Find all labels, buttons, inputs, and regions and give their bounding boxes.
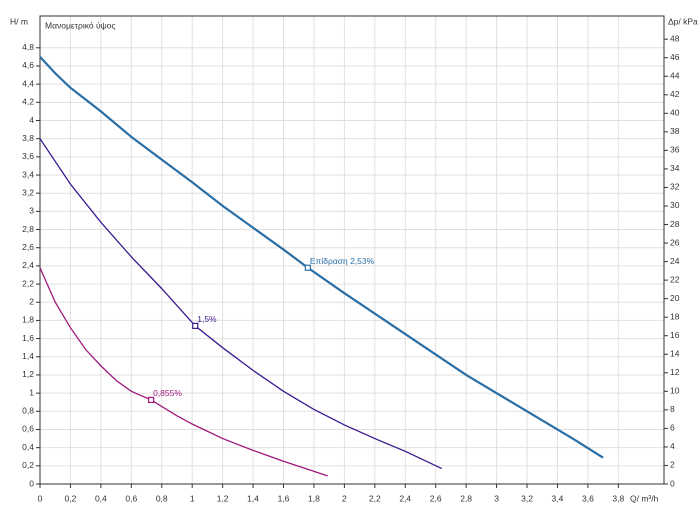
x-axis-label: Q/ m³/h — [630, 493, 659, 503]
point-label: 0,855% — [153, 388, 182, 398]
y2-tick-label: 26 — [670, 237, 680, 247]
y-tick-label: 4,6 — [22, 60, 34, 70]
curve — [39, 138, 443, 470]
x-tick-label: 1,4 — [247, 493, 259, 503]
y2-tick-label: 16 — [670, 330, 680, 340]
y-tick-label: 0 — [29, 478, 34, 488]
y-tick-label: 1 — [29, 387, 34, 397]
y2-tick-label: 24 — [670, 256, 680, 266]
curve — [39, 267, 328, 477]
y2-tick-label: 36 — [670, 145, 680, 155]
y-tick-label: 0,4 — [22, 442, 34, 452]
x-tick-label: 0 — [38, 493, 43, 503]
y2-tick-label: 8 — [670, 404, 675, 414]
y2-tick-label: 40 — [670, 108, 680, 118]
y2-tick-label: 48 — [670, 33, 680, 43]
x-tick-label: 0,4 — [95, 493, 107, 503]
y-tick-label: 2,4 — [22, 260, 34, 270]
operating-point — [304, 264, 311, 271]
y-tick-label: 3,6 — [22, 151, 34, 161]
x-tick-label: 2,2 — [369, 493, 381, 503]
y-tick-label: 3,2 — [22, 187, 34, 197]
x-tick-label: 3,8 — [612, 493, 624, 503]
operating-point — [192, 322, 199, 329]
chart-title: Μανομετρικό ύψος — [45, 20, 116, 30]
x-tick-label: 3,2 — [521, 493, 533, 503]
y-tick-label: 2 — [29, 297, 34, 307]
x-tick-label: 2 — [342, 493, 347, 503]
y-tick-label: 3 — [29, 206, 34, 216]
y2-tick-label: 4 — [670, 441, 675, 451]
y-tick-label: 4,4 — [22, 78, 34, 88]
y2-tick-label: 20 — [670, 293, 680, 303]
y-tick-label: 2,8 — [22, 224, 34, 234]
y-tick-label: 0,2 — [22, 460, 34, 470]
y-tick-label: 1,6 — [22, 333, 34, 343]
y-tick-label: 3,4 — [22, 169, 34, 179]
y2-tick-label: 2 — [670, 460, 675, 470]
curve — [39, 56, 604, 459]
x-tick-label: 1,8 — [308, 493, 320, 503]
point-label: Επίδραση 2,53% — [310, 256, 375, 266]
y2-tick-label: 44 — [670, 70, 680, 80]
y-tick-label: 1,8 — [22, 315, 34, 325]
y-tick-label: 2,6 — [22, 242, 34, 252]
y-tick-label: 3,8 — [22, 133, 34, 143]
y-axis-label: H/ m — [10, 16, 28, 26]
y2-tick-label: 28 — [670, 219, 680, 229]
y2-tick-label: 0 — [670, 478, 675, 488]
x-tick-label: 1,6 — [278, 493, 290, 503]
y-tick-label: 4 — [29, 115, 34, 125]
x-tick-label: 1,2 — [217, 493, 229, 503]
y-tick-label: 4,2 — [22, 97, 34, 107]
y-tick-label: 4,8 — [22, 42, 34, 52]
y2-tick-label: 30 — [670, 200, 680, 210]
x-tick-label: 3,6 — [582, 493, 594, 503]
y-tick-label: 0,8 — [22, 406, 34, 416]
x-tick-label: 2,8 — [460, 493, 472, 503]
point-label: 1,5% — [197, 314, 217, 324]
x-tick-label: 3,4 — [552, 493, 564, 503]
y2-tick-label: 18 — [670, 311, 680, 321]
x-tick-label: 0,2 — [65, 493, 77, 503]
operating-point — [148, 396, 155, 404]
y2-tick-label: 10 — [670, 386, 680, 396]
x-tick-label: 3 — [494, 493, 499, 503]
plot-frame — [39, 15, 665, 485]
x-tick-label: 0,6 — [125, 493, 137, 503]
y2-tick-label: 6 — [670, 423, 675, 433]
x-tick-label: 1 — [190, 493, 195, 503]
y2-tick-label: 46 — [670, 52, 680, 62]
y2-tick-label: 38 — [670, 126, 680, 136]
x-tick-label: 0,8 — [156, 493, 168, 503]
x-tick-label: 2,6 — [430, 493, 442, 503]
y2-tick-label: 14 — [670, 349, 680, 359]
y-tick-label: 0,6 — [22, 424, 34, 434]
y-tick-label: 1,4 — [22, 351, 34, 361]
y-tick-label: 1,2 — [22, 369, 34, 379]
y2-axis-label: Δp/ kPa — [668, 16, 698, 26]
x-tick-label: 2,4 — [399, 493, 411, 503]
y2-tick-label: 34 — [670, 163, 680, 173]
y2-tick-label: 32 — [670, 182, 680, 192]
y2-tick-label: 12 — [670, 367, 680, 377]
y-tick-label: 2,2 — [22, 278, 34, 288]
y2-tick-label: 22 — [670, 274, 680, 284]
y2-tick-label: 42 — [670, 89, 680, 99]
